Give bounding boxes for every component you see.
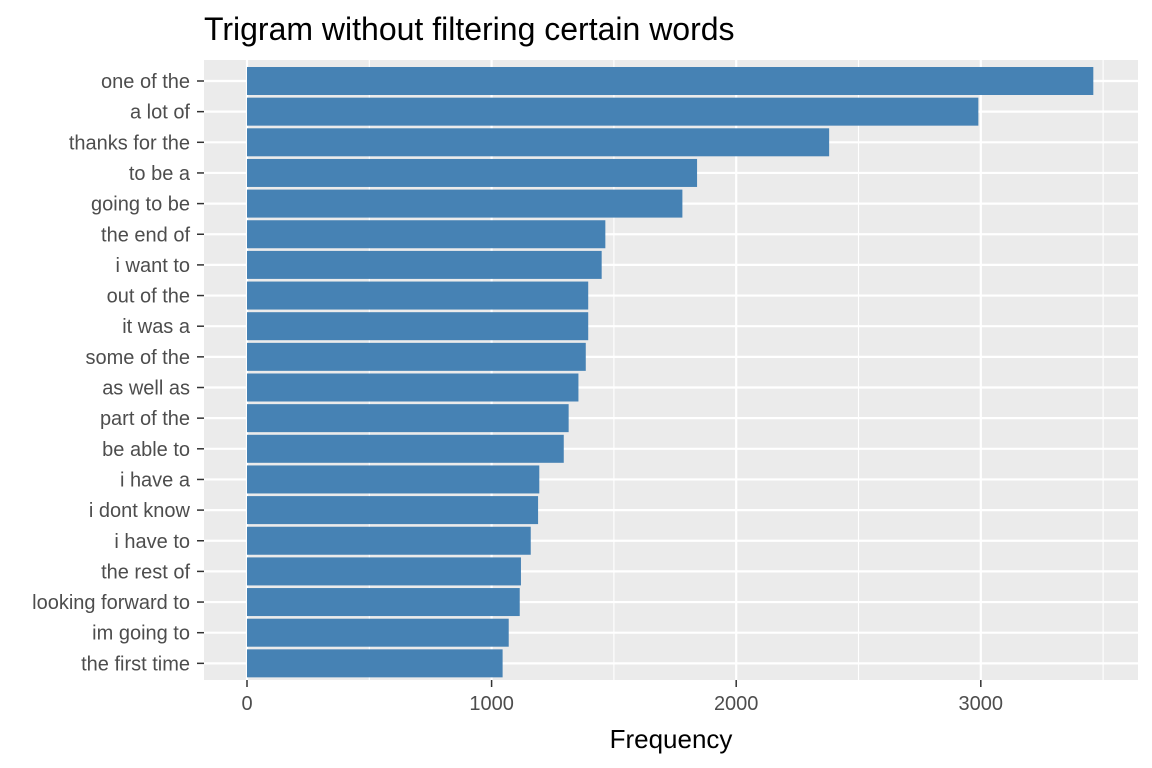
y-tick-label: as well as — [102, 378, 190, 400]
bar — [247, 404, 569, 433]
y-tick-label: the rest of — [101, 561, 190, 583]
chart-title: Trigram without filtering certain words — [204, 11, 735, 47]
x-axis-title: Frequency — [610, 724, 733, 754]
x-tick-label: 3000 — [959, 693, 1004, 715]
y-tick-label: thanks for the — [69, 132, 190, 154]
x-tick-label: 1000 — [469, 693, 514, 715]
bar — [247, 618, 509, 647]
bar — [247, 526, 531, 555]
y-tick-label: a lot of — [130, 102, 190, 124]
bar — [247, 158, 698, 187]
bar — [247, 97, 979, 126]
y-tick-label: the end of — [101, 224, 190, 246]
bar — [247, 373, 579, 402]
y-tick-label: the first time — [81, 653, 190, 675]
y-tick-label: out of the — [107, 286, 190, 308]
bar — [247, 189, 683, 218]
y-tick-label: i have a — [120, 469, 191, 491]
bar — [247, 342, 586, 371]
x-axis: 0 1000 2000 3000 — [241, 680, 1003, 715]
y-tick-label: i dont know — [89, 500, 191, 522]
bar — [247, 649, 503, 678]
bar — [247, 281, 589, 310]
bars-layer — [247, 67, 1094, 678]
bar — [247, 128, 830, 157]
bar — [247, 557, 521, 586]
x-tick-label: 2000 — [714, 693, 759, 715]
bar — [247, 588, 520, 617]
bar — [247, 312, 589, 341]
y-tick-label: to be a — [129, 163, 191, 185]
y-tick-label: be able to — [102, 439, 190, 461]
y-tick-label: some of the — [85, 347, 190, 369]
x-tick-label: 0 — [241, 693, 252, 715]
y-tick-label: part of the — [100, 408, 190, 430]
bar — [247, 220, 606, 249]
y-tick-label: im going to — [92, 623, 190, 645]
bar — [247, 434, 564, 463]
bar — [247, 67, 1094, 95]
y-tick-label: it was a — [122, 316, 191, 338]
bar — [247, 250, 602, 279]
y-tick-label: one of the — [101, 71, 190, 93]
bar — [247, 496, 539, 525]
y-tick-label: looking forward to — [32, 592, 190, 614]
y-tick-label: going to be — [91, 194, 190, 216]
y-axis: one of the a lot of thanks for the to be a g… — [32, 71, 204, 675]
y-tick-label: i have to — [114, 531, 190, 553]
y-tick-label: i want to — [116, 255, 190, 277]
bar — [247, 465, 540, 494]
